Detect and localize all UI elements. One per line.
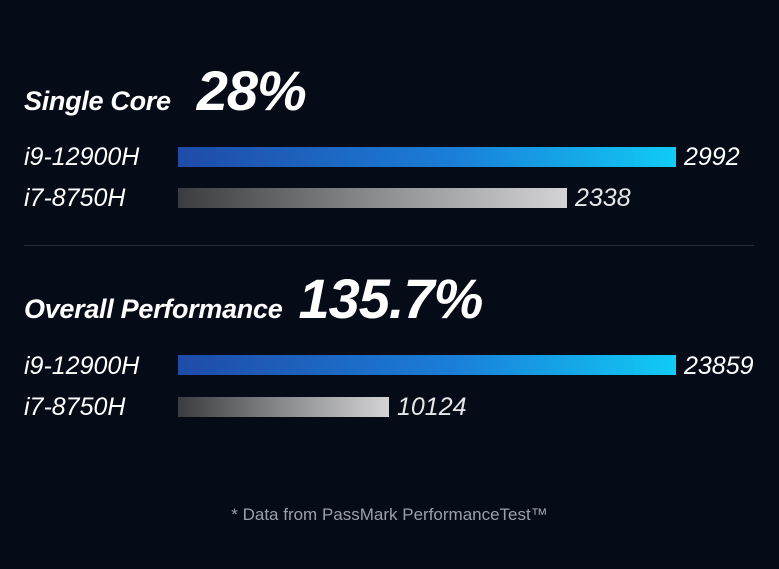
category-label: i9-12900H (24, 143, 140, 171)
value-label: 10124 (397, 393, 467, 421)
improvement-percent: 135.7% (298, 267, 483, 330)
divider (24, 245, 754, 246)
bar (178, 355, 676, 375)
value-label: 2992 (684, 143, 740, 171)
overall-performance-title: Overall Performance 135.7% (24, 266, 483, 331)
bar (178, 188, 567, 208)
bar (178, 397, 389, 417)
value-label: 23859 (684, 352, 754, 380)
value-label: 2338 (575, 184, 631, 212)
category-label: i7-8750H (24, 184, 126, 212)
chart-title: Single Core (24, 86, 171, 116)
single-core-title: Single Core 28% (24, 58, 307, 123)
bar (178, 147, 676, 167)
category-label: i9-12900H (24, 352, 140, 380)
footnote: * Data from PassMark PerformanceTest™ (231, 505, 548, 524)
category-label: i7-8750H (24, 393, 126, 421)
chart-title: Overall Performance (24, 294, 283, 324)
improvement-percent: 28% (196, 59, 307, 122)
